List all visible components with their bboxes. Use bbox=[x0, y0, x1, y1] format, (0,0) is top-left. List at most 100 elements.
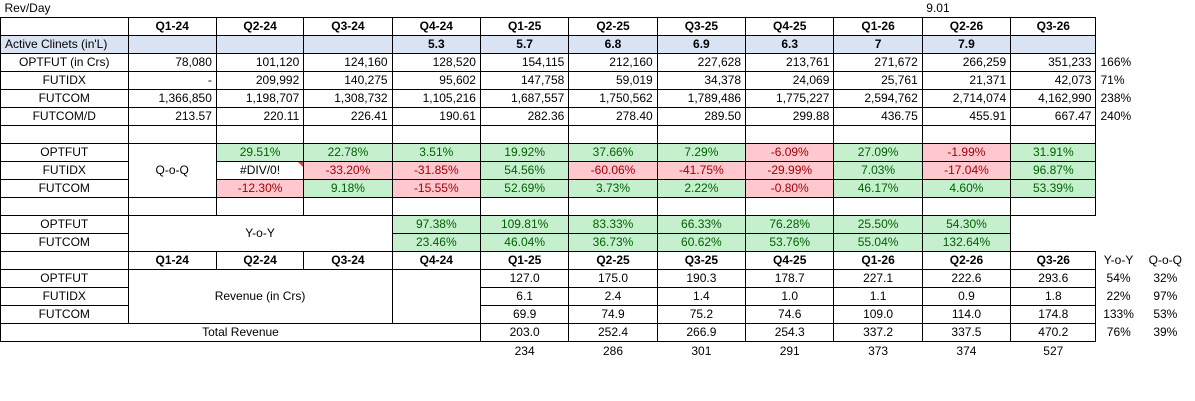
qoq-value[interactable]: 96.87% bbox=[1010, 161, 1097, 181]
volume-label[interactable]: FUTCOM bbox=[0, 89, 129, 109]
volume-growth[interactable]: 71% bbox=[1100, 73, 1125, 88]
volume-value[interactable]: 128,520 bbox=[391, 53, 481, 73]
volume-value[interactable]: 147,758 bbox=[479, 71, 570, 91]
revenue-value[interactable]: 293.6 bbox=[1010, 269, 1097, 289]
revenue-yoy[interactable]: 133% bbox=[1103, 307, 1134, 322]
quarter-header[interactable]: Q2-26 bbox=[921, 17, 1012, 37]
qoq-value[interactable]: -60.06% bbox=[568, 161, 658, 181]
active-clients-value[interactable]: 7 bbox=[833, 35, 923, 55]
yoy-value[interactable]: 109.81% bbox=[479, 215, 570, 235]
empty-cell[interactable] bbox=[1096, 144, 1141, 162]
qoq-row-label[interactable]: FUTCOM bbox=[0, 179, 129, 199]
empty-cell[interactable] bbox=[1141, 126, 1189, 144]
qoq-value[interactable]: 3.73% bbox=[568, 179, 658, 199]
active-clients-value[interactable]: 6.8 bbox=[568, 35, 658, 55]
qoq-value[interactable]: -33.20% bbox=[303, 161, 393, 181]
empty-cell[interactable] bbox=[1141, 72, 1189, 90]
revenue-value[interactable]: 174.8 bbox=[1010, 305, 1097, 325]
empty-cell[interactable] bbox=[480, 0, 568, 18]
volume-label[interactable]: OPTFUT (in Crs) bbox=[0, 53, 129, 73]
volume-value[interactable]: 212,160 bbox=[568, 53, 658, 73]
empty-cell[interactable] bbox=[392, 342, 480, 360]
quarter-header[interactable]: Q3-25 bbox=[656, 251, 747, 271]
volume-label[interactable]: FUTIDX bbox=[0, 71, 129, 91]
active-clients-value[interactable] bbox=[127, 35, 217, 55]
empty-cell[interactable] bbox=[215, 197, 305, 217]
quarter-header[interactable]: Q4-24 bbox=[391, 251, 481, 271]
total-revenue-value[interactable]: 337.2 bbox=[833, 323, 923, 343]
empty-cell[interactable] bbox=[1096, 342, 1141, 360]
volume-value[interactable]: 78,080 bbox=[127, 53, 217, 73]
quarter-header[interactable]: Q4-25 bbox=[745, 17, 835, 37]
empty-cell[interactable] bbox=[745, 197, 835, 217]
empty-cell[interactable] bbox=[0, 197, 129, 217]
volume-value[interactable]: 667.47 bbox=[1010, 107, 1097, 127]
active-clients-value[interactable]: 5.7 bbox=[479, 35, 570, 55]
volume-value[interactable]: 42,073 bbox=[1010, 71, 1097, 91]
volume-value[interactable]: 226.41 bbox=[303, 107, 393, 127]
qoq-value[interactable]: -17.04% bbox=[921, 161, 1012, 181]
empty-cell[interactable] bbox=[215, 125, 305, 145]
quarter-header[interactable]: Q1-26 bbox=[833, 17, 923, 37]
empty-cell[interactable] bbox=[746, 0, 834, 18]
qoq-value[interactable]: 53.39% bbox=[1010, 179, 1097, 199]
qoq-value[interactable]: -1.99% bbox=[921, 143, 1012, 163]
volume-value[interactable]: 455.91 bbox=[921, 107, 1012, 127]
volume-value[interactable]: 299.88 bbox=[745, 107, 835, 127]
qoq-value[interactable]: -15.55% bbox=[391, 179, 481, 199]
empty-cell[interactable] bbox=[479, 197, 570, 217]
total-revenue-yoy[interactable]: 76% bbox=[1106, 325, 1131, 340]
qoq-value[interactable]: 4.60% bbox=[921, 179, 1012, 199]
volume-value[interactable]: 2,714,074 bbox=[921, 89, 1012, 109]
empty-cell[interactable] bbox=[1096, 216, 1141, 234]
empty-cell[interactable] bbox=[216, 0, 303, 18]
qoq-value[interactable]: 54.56% bbox=[479, 161, 570, 181]
quarter-header[interactable]: Q2-24 bbox=[215, 251, 305, 271]
empty-cell[interactable] bbox=[391, 125, 481, 145]
empty-cell[interactable] bbox=[1096, 18, 1141, 36]
spreadsheet-grid[interactable]: Rev/Day 9.01 Q1-24 Q2-24 Q3-24 Q4-24 Q1-25 Q2-2… bbox=[0, 0, 1190, 360]
revenue-value[interactable]: 1.0 bbox=[745, 287, 835, 307]
extra-value[interactable]: 286 bbox=[602, 343, 624, 358]
quarter-header[interactable]: Q1-25 bbox=[479, 251, 570, 271]
extra-value[interactable]: 291 bbox=[779, 343, 800, 358]
volume-value[interactable]: 95,602 bbox=[391, 71, 481, 91]
yoy-row-label[interactable]: OPTFUT bbox=[0, 215, 129, 235]
volume-value[interactable]: 101,120 bbox=[215, 53, 305, 73]
yoy-value[interactable]: 76.28% bbox=[745, 215, 835, 235]
yoy-value[interactable]: 23.46% bbox=[391, 233, 481, 253]
qoq-value[interactable]: 29.51% bbox=[215, 143, 305, 163]
volume-value[interactable]: 24,069 bbox=[745, 71, 835, 91]
active-clients-value[interactable] bbox=[1010, 35, 1097, 55]
total-revenue-value[interactable]: 266.9 bbox=[656, 323, 747, 343]
qoq-value[interactable]: 37.66% bbox=[568, 143, 658, 163]
yoy-value[interactable]: 132.64% bbox=[921, 233, 1012, 253]
active-clients-value[interactable]: 6.3 bbox=[745, 35, 835, 55]
qoq-value[interactable]: 3.51% bbox=[391, 143, 481, 163]
empty-cell[interactable] bbox=[745, 125, 835, 145]
empty-cell[interactable] bbox=[833, 125, 923, 145]
empty-cell[interactable] bbox=[1141, 36, 1189, 54]
empty-cell[interactable] bbox=[1141, 144, 1189, 162]
total-revenue-label[interactable]: Total Revenue bbox=[0, 323, 481, 343]
volume-value[interactable]: 59,019 bbox=[568, 71, 658, 91]
extra-value[interactable]: 301 bbox=[691, 343, 712, 358]
quarter-header[interactable]: Q1-24 bbox=[127, 17, 217, 37]
volume-value[interactable]: 1,105,216 bbox=[391, 89, 481, 109]
qoq-value[interactable]: 31.91% bbox=[1010, 143, 1097, 163]
volume-value[interactable]: 1,366,850 bbox=[127, 89, 217, 109]
empty-cell[interactable] bbox=[303, 125, 393, 145]
quarter-header[interactable]: Q1-26 bbox=[833, 251, 923, 271]
qoq-label[interactable]: Q-o-Q bbox=[127, 143, 217, 199]
empty-cell[interactable] bbox=[656, 197, 747, 217]
volume-value[interactable]: 209,992 bbox=[215, 71, 305, 91]
volume-value[interactable]: 220.11 bbox=[215, 107, 305, 127]
rev-day-value[interactable]: 9.01 bbox=[926, 1, 950, 16]
volume-value[interactable]: 124,160 bbox=[303, 53, 393, 73]
quarter-header[interactable]: Q2-24 bbox=[215, 17, 305, 37]
volume-value[interactable]: 2,594,762 bbox=[833, 89, 923, 109]
empty-cell[interactable] bbox=[0, 251, 129, 271]
empty-cell[interactable] bbox=[1141, 234, 1189, 252]
volume-value[interactable]: 1,789,486 bbox=[656, 89, 747, 109]
revenue-value[interactable]: 74.6 bbox=[745, 305, 835, 325]
